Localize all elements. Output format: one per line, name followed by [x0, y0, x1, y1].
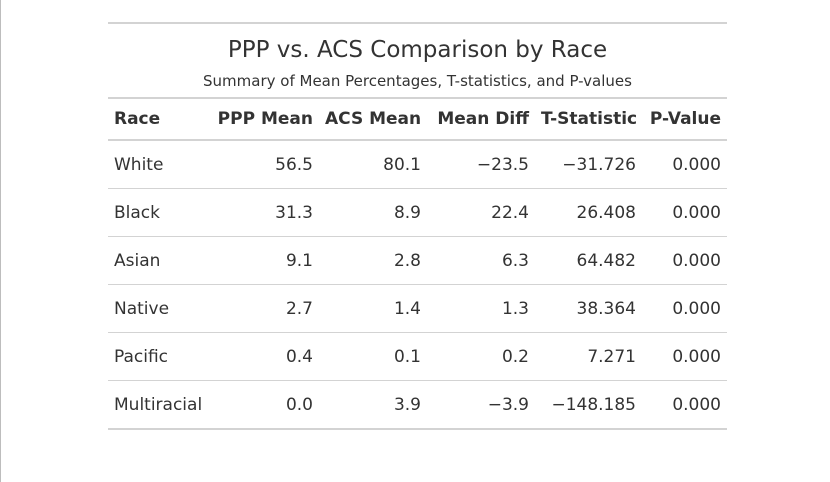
- cell-acs-mean: 8.9: [319, 188, 427, 237]
- cell-p-value: 0.000: [642, 188, 727, 237]
- comparison-table-container: PPP vs. ACS Comparison by Race Summary o…: [108, 22, 727, 430]
- cell-race: Asian: [108, 236, 211, 285]
- table-row: Asian 9.1 2.8 6.3 64.482 0.000: [108, 236, 727, 285]
- cell-mean-diff: 22.4: [427, 188, 535, 237]
- table-subtitle: Summary of Mean Percentages, T-statistic…: [203, 72, 632, 90]
- cell-ppp-mean: 2.7: [211, 284, 319, 333]
- cell-ppp-mean: 9.1: [211, 236, 319, 285]
- table-row: Black 31.3 8.9 22.4 26.408 0.000: [108, 188, 727, 237]
- header-row: Race PPP Mean ACS Mean Mean Diff T-Stati…: [108, 99, 727, 141]
- cell-t-statistic: 64.482: [535, 236, 642, 285]
- column-header-race: Race: [108, 99, 211, 141]
- cell-race: Multiracial: [108, 380, 211, 430]
- cell-ppp-mean: 56.5: [211, 139, 319, 189]
- cell-t-statistic: −148.185: [535, 380, 642, 430]
- cell-t-statistic: 26.408: [535, 188, 642, 237]
- cell-p-value: 0.000: [642, 332, 727, 381]
- cell-acs-mean: 2.8: [319, 236, 427, 285]
- cell-ppp-mean: 31.3: [211, 188, 319, 237]
- cell-mean-diff: 1.3: [427, 284, 535, 333]
- comparison-table: Race PPP Mean ACS Mean Mean Diff T-Stati…: [108, 99, 727, 430]
- cell-p-value: 0.000: [642, 139, 727, 189]
- cell-acs-mean: 3.9: [319, 380, 427, 430]
- column-header-mean-diff: Mean Diff: [427, 99, 535, 141]
- table-row: Pacific 0.4 0.1 0.2 7.271 0.000: [108, 332, 727, 381]
- cell-ppp-mean: 0.0: [211, 380, 319, 430]
- column-header-p-value: P-Value: [642, 99, 727, 141]
- table-row: White 56.5 80.1 −23.5 −31.726 0.000: [108, 139, 727, 189]
- column-header-t-statistic: T-Statistic: [535, 99, 642, 141]
- cell-mean-diff: −23.5: [427, 139, 535, 189]
- cell-t-statistic: 7.271: [535, 332, 642, 381]
- cell-race: Black: [108, 188, 211, 237]
- table-row: Multiracial 0.0 3.9 −3.9 −148.185 0.000: [108, 380, 727, 430]
- cell-acs-mean: 80.1: [319, 139, 427, 189]
- column-header-acs-mean: ACS Mean: [319, 99, 427, 141]
- cell-p-value: 0.000: [642, 236, 727, 285]
- cell-acs-mean: 0.1: [319, 332, 427, 381]
- table-title: PPP vs. ACS Comparison by Race: [227, 37, 608, 63]
- cell-p-value: 0.000: [642, 380, 727, 430]
- table-row: Native 2.7 1.4 1.3 38.364 0.000: [108, 284, 727, 333]
- cell-ppp-mean: 0.4: [211, 332, 319, 381]
- cell-mean-diff: −3.9: [427, 380, 535, 430]
- cell-p-value: 0.000: [642, 284, 727, 333]
- column-header-ppp-mean: PPP Mean: [211, 99, 319, 141]
- cell-race: Pacific: [108, 332, 211, 381]
- subtitle-rule: [108, 97, 727, 99]
- cell-t-statistic: 38.364: [535, 284, 642, 333]
- top-rule: [108, 22, 727, 24]
- cell-race: Native: [108, 284, 211, 333]
- cell-acs-mean: 1.4: [319, 284, 427, 333]
- cell-t-statistic: −31.726: [535, 139, 642, 189]
- window-left-border: [0, 0, 1, 482]
- cell-race: White: [108, 139, 211, 189]
- cell-mean-diff: 6.3: [427, 236, 535, 285]
- cell-mean-diff: 0.2: [427, 332, 535, 381]
